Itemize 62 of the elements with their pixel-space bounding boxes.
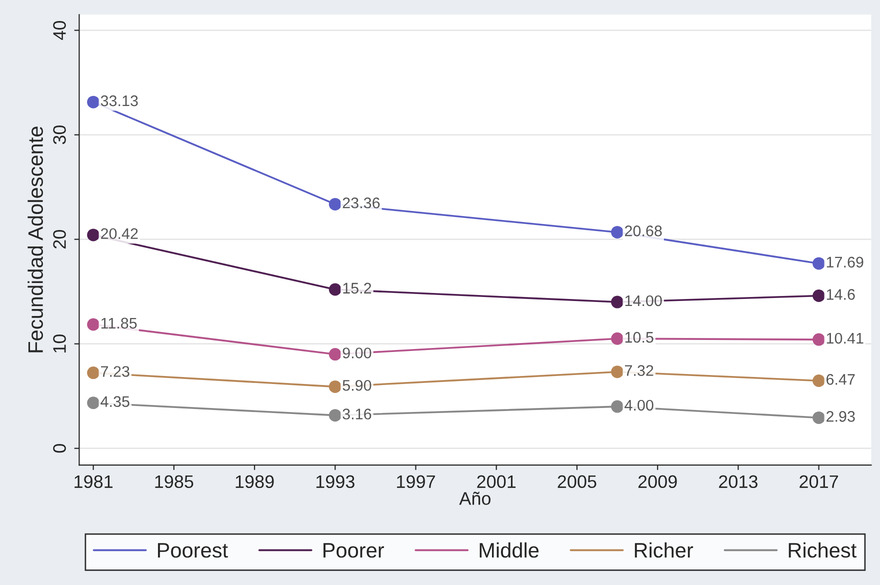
point — [87, 318, 100, 331]
data-label: 17.69 — [826, 256, 864, 268]
legend-label: Poorer — [324, 543, 384, 558]
data-label: 10.5 — [625, 332, 654, 343]
data-label: 15.2 — [343, 282, 372, 294]
point — [611, 226, 624, 238]
point — [611, 332, 624, 345]
data-label: 3.16 — [342, 408, 372, 420]
point — [328, 198, 342, 210]
y-axis-title: Fecundidad Adolescente — [28, 126, 43, 352]
x-tick-label: 2013 — [719, 475, 758, 488]
legend-label: Poorest — [158, 543, 228, 558]
point — [611, 366, 624, 378]
data-label: 11.85 — [101, 318, 137, 329]
point — [812, 257, 826, 270]
point — [812, 290, 826, 302]
data-label: 4.35 — [100, 396, 130, 407]
point — [87, 228, 100, 242]
x-tick-label: 2001 — [477, 475, 516, 488]
data-label: 23.36 — [342, 197, 380, 208]
x-tick-label: 2005 — [558, 475, 596, 488]
data-label: 14.6 — [826, 289, 855, 300]
point — [328, 409, 342, 422]
point — [812, 333, 826, 346]
x-axis-title: Año — [459, 492, 491, 505]
x-tick-label: 2009 — [638, 475, 677, 488]
point — [87, 396, 100, 410]
data-label: 10.41 — [826, 332, 864, 344]
legend-label: Middle — [480, 542, 539, 558]
point — [812, 411, 826, 424]
y-tick-label: 10 — [53, 334, 66, 353]
point — [328, 283, 342, 296]
data-label: 4.00 — [624, 400, 654, 411]
data-label: 9.00 — [342, 348, 372, 358]
x-tick-label: 1985 — [155, 475, 194, 488]
x-tick-label: 2017 — [800, 475, 838, 488]
data-label: 20.42 — [101, 228, 138, 240]
y-tick-label: 30 — [53, 125, 66, 144]
data-label: 6.47 — [826, 374, 855, 385]
data-label: 33.13 — [100, 95, 138, 106]
x-tick-label: 1981 — [74, 475, 113, 488]
x-tick-label: 1993 — [316, 475, 354, 488]
legend-label: Richer — [634, 542, 694, 558]
point — [328, 348, 342, 361]
y-tick-label: 0 — [53, 444, 66, 453]
data-label: 2.93 — [826, 411, 855, 422]
point — [87, 96, 100, 108]
point — [87, 366, 100, 380]
data-label: 7.32 — [625, 365, 654, 376]
x-tick-label: 1997 — [397, 475, 435, 488]
point — [611, 400, 624, 413]
x-tick-label: 1989 — [236, 475, 274, 488]
point — [328, 380, 342, 393]
legend-label: Richest — [788, 542, 856, 558]
point — [611, 296, 624, 308]
data-label: 7.23 — [101, 366, 130, 377]
y-tick-label: 40 — [53, 20, 66, 40]
data-label: 5.90 — [342, 380, 372, 391]
data-label: 14.00 — [625, 295, 662, 306]
y-tick-label: 20 — [53, 230, 66, 248]
point — [812, 374, 826, 387]
data-label: 20.68 — [624, 226, 662, 236]
